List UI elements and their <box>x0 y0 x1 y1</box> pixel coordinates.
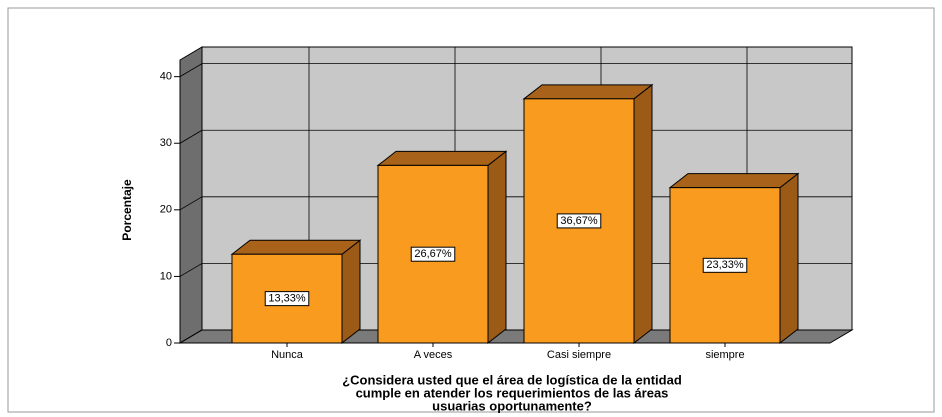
grid-line <box>179 196 203 211</box>
bar-top <box>376 150 508 166</box>
x-axis-label: cumple en atender los requerimientos de … <box>356 385 669 400</box>
left-wall <box>179 46 203 344</box>
bar-top <box>668 173 800 189</box>
y-tick-label: 20 <box>160 204 172 216</box>
x-tick-label: siempre <box>705 349 744 361</box>
grid-line <box>179 63 203 77</box>
grid-line <box>179 263 203 277</box>
bar-side <box>779 172 799 345</box>
grid-line <box>179 329 203 344</box>
x-tick-label: A veces <box>414 349 453 361</box>
y-tick-label: 30 <box>160 137 172 149</box>
value-label: 23,33% <box>706 259 744 271</box>
value-label: 36,67% <box>560 215 598 227</box>
x-axis-label: ¿Considera usted que el área de logístic… <box>342 372 682 387</box>
y-tick-label: 10 <box>160 270 172 282</box>
y-axis-label: Porcentaje <box>120 179 134 241</box>
bar-side <box>487 150 507 345</box>
x-tick-label: Casi siempre <box>547 349 611 361</box>
value-label-box <box>702 257 748 273</box>
y-tick-label: 40 <box>160 71 172 83</box>
x-axis-label: usuarias oportunamente? <box>432 398 592 413</box>
grid-line <box>179 129 203 144</box>
bar-top <box>230 239 362 255</box>
value-label: 26,67% <box>414 248 452 260</box>
y-tick-label: 0 <box>166 337 172 349</box>
value-label-box <box>410 246 456 262</box>
bar-side <box>341 239 361 345</box>
value-label: 13,33% <box>268 293 306 305</box>
bar-side <box>633 83 653 345</box>
value-label-box <box>264 291 310 307</box>
x-tick-label: Nunca <box>271 349 304 361</box>
bar-top <box>522 84 654 100</box>
value-label-box <box>556 213 602 229</box>
